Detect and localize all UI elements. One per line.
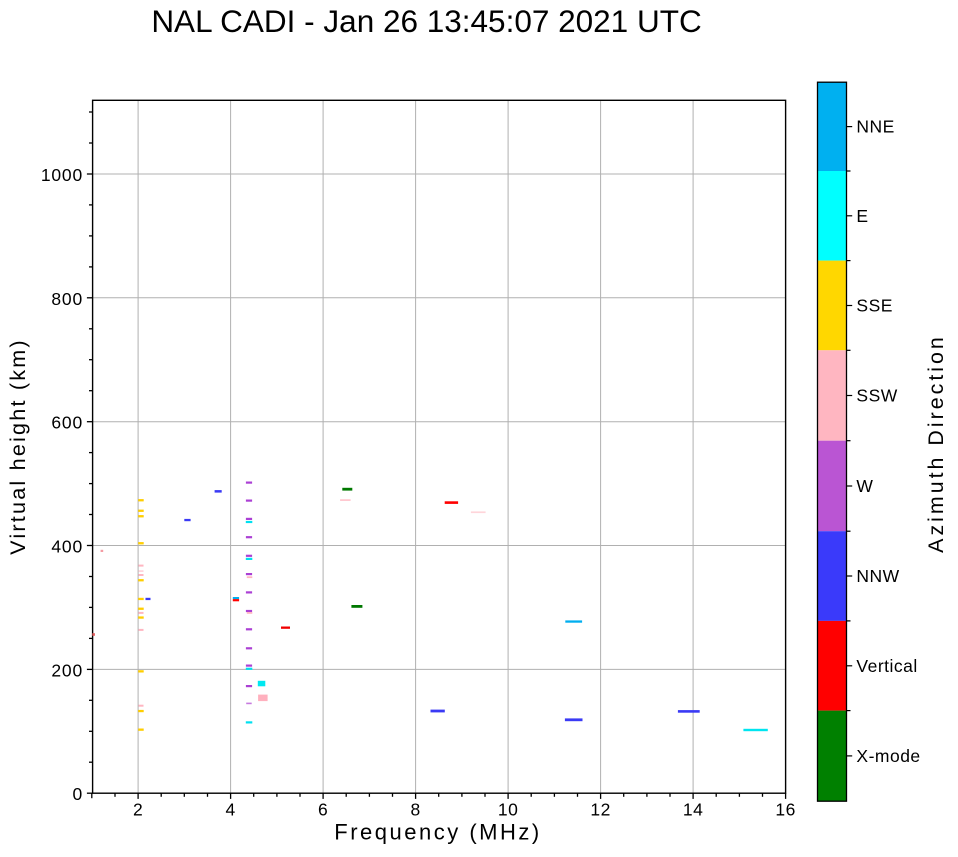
svg-text:0: 0 (72, 784, 83, 804)
svg-text:10: 10 (498, 799, 518, 819)
svg-text:NAL CADI - Jan 26 13:45:07 202: NAL CADI - Jan 26 13:45:07 2021 UTC (151, 3, 701, 39)
svg-text:12: 12 (590, 799, 610, 819)
svg-text:4: 4 (225, 799, 235, 819)
svg-text:2: 2 (133, 799, 143, 819)
svg-text:14: 14 (683, 799, 703, 819)
svg-text:NNW: NNW (856, 566, 899, 586)
svg-text:200: 200 (51, 660, 83, 680)
svg-text:1000: 1000 (41, 165, 83, 185)
svg-text:8: 8 (410, 799, 420, 819)
svg-text:600: 600 (51, 413, 83, 433)
svg-text:800: 800 (51, 289, 83, 309)
svg-text:SSW: SSW (856, 386, 897, 406)
svg-text:6: 6 (318, 799, 328, 819)
svg-text:Vertical: Vertical (856, 656, 917, 676)
svg-text:X-mode: X-mode (856, 746, 920, 766)
svg-text:16: 16 (775, 799, 795, 819)
svg-text:Frequency (MHz): Frequency (MHz) (334, 820, 541, 845)
svg-text:E: E (856, 206, 868, 226)
svg-text:Virtual height (km): Virtual height (km) (5, 338, 30, 555)
svg-text:W: W (856, 476, 873, 496)
svg-text:400: 400 (51, 537, 83, 557)
svg-text:SSE: SSE (856, 296, 893, 316)
svg-text:NNE: NNE (856, 117, 894, 137)
svg-text:Azimuth Direction: Azimuth Direction (924, 334, 948, 553)
